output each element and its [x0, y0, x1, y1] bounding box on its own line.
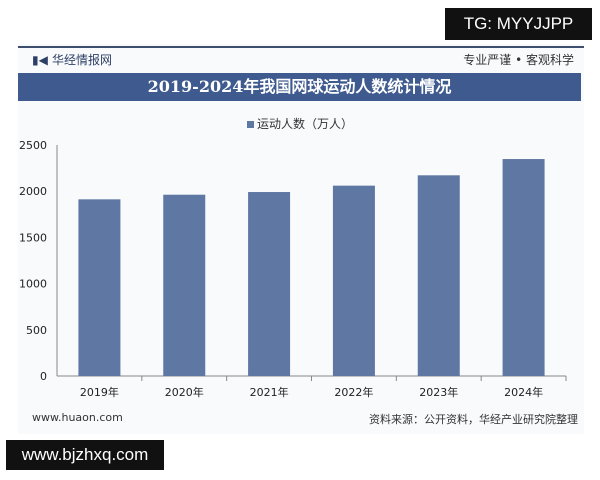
legend-swatch — [246, 121, 254, 128]
x-tick-label: 2022年 — [334, 385, 373, 399]
x-tick-label: 2019年 — [80, 385, 119, 399]
footer-source: 资料来源：公开资料，华经产业研究院整理 — [369, 413, 578, 426]
bar — [502, 159, 545, 376]
y-tick-label: 500 — [26, 324, 47, 337]
y-tick-label: 1000 — [19, 278, 47, 291]
legend: 运动人数（万人） — [0, 115, 600, 132]
chart-title: 2019-2024年我国网球运动人数统计情况 — [18, 73, 581, 101]
tg-label: TG: MYYJJPP — [445, 8, 592, 40]
bar — [417, 175, 460, 376]
brand: ▮◀ 华经情报网 — [32, 51, 112, 68]
footer-website: www.huaon.com — [32, 411, 123, 424]
brand-name: 华经情报网 — [52, 53, 113, 67]
legend-label: 运动人数（万人） — [256, 117, 353, 131]
y-tick-label: 1500 — [19, 231, 47, 244]
bar — [78, 199, 121, 376]
bar — [332, 185, 375, 376]
y-tick-label: 0 — [40, 370, 47, 383]
x-tick-label: 2024年 — [504, 385, 543, 399]
x-tick-label: 2023年 — [419, 385, 458, 399]
divider — [18, 46, 584, 48]
logo-icon: ▮◀ — [32, 53, 53, 67]
slogan: 专业严谨 • 客观科学 — [463, 53, 574, 67]
site-label: www.bjzhxq.com — [6, 440, 164, 470]
y-tick-label: 2000 — [19, 185, 47, 198]
x-tick-label: 2020年 — [165, 385, 204, 399]
bar — [163, 194, 206, 376]
y-tick-label: 2500 — [19, 139, 47, 152]
x-tick-label: 2021年 — [250, 385, 289, 399]
bar — [248, 192, 291, 376]
